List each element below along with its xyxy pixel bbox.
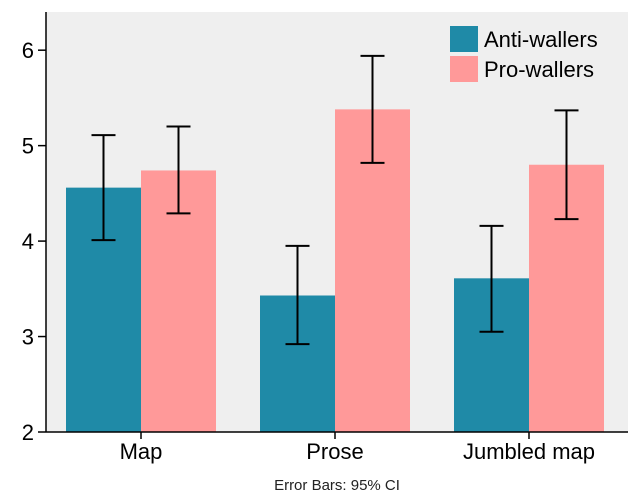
error-bars (91, 54, 579, 346)
legend-swatch (450, 26, 478, 52)
y-tick-label: 6 (22, 38, 34, 63)
x-tick-label: Map (120, 439, 163, 464)
legend-label: Anti-wallers (484, 27, 598, 52)
error-bar (360, 54, 385, 164)
x-tick-label: Jumbled map (463, 439, 595, 464)
legend: Anti-wallers Pro-wallers (450, 26, 598, 82)
error-bar (479, 224, 504, 333)
footnote: Error Bars: 95% CI (274, 477, 400, 494)
error-bar (166, 125, 191, 215)
error-bar (554, 109, 579, 221)
x-tick-label: Prose (306, 439, 363, 464)
x-axis: Map Prose Jumbled map (46, 431, 628, 464)
y-tick-label: 2 (22, 420, 34, 445)
y-axis: 2 3 4 5 6 (22, 12, 47, 445)
error-bar (285, 244, 310, 346)
y-tick-label: 3 (22, 325, 34, 350)
legend-label: Pro-wallers (484, 57, 594, 82)
y-tick-label: 4 (22, 229, 34, 254)
error-bar (91, 134, 116, 242)
legend-swatch (450, 56, 478, 82)
y-tick-label: 5 (22, 134, 34, 159)
